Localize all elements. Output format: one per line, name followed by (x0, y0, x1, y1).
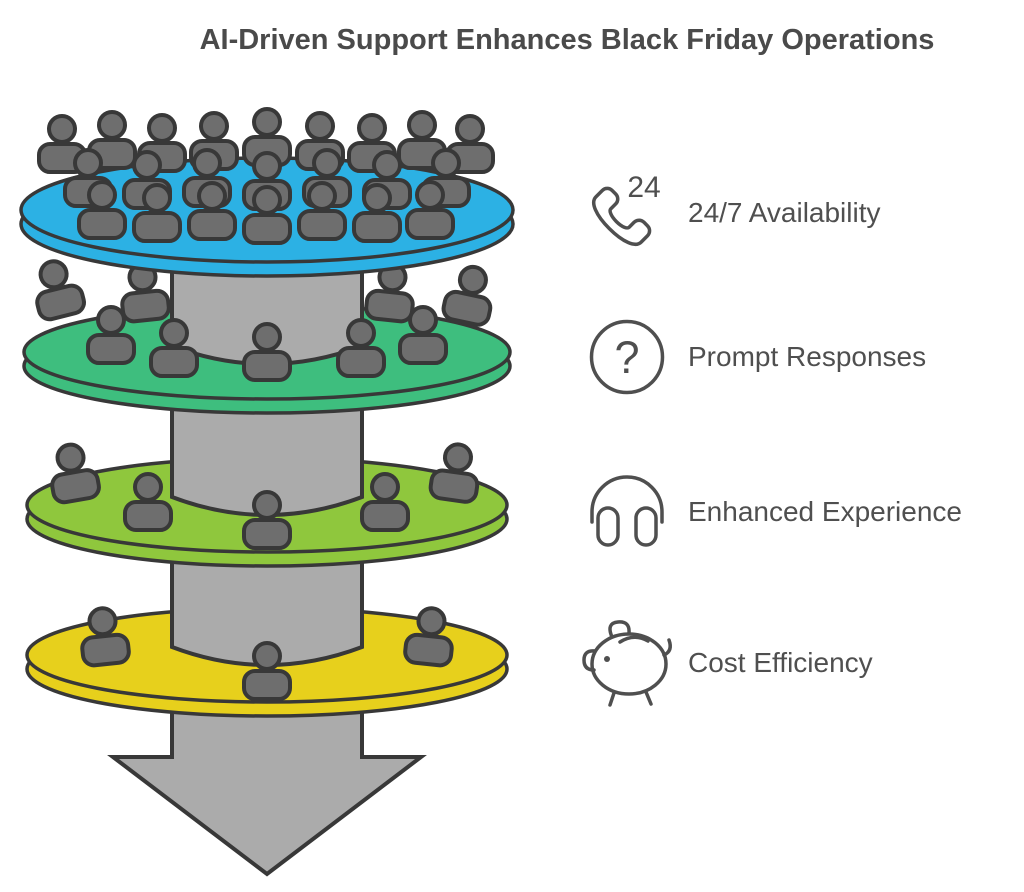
down-arrow (107, 693, 427, 877)
question-mark-icon: ? (589, 319, 665, 395)
feature-row-experience: Enhanced Experience (585, 470, 962, 554)
icon-24-text: 24 (627, 171, 660, 204)
headphones-icon (590, 475, 664, 547)
feature-label-cost: Cost Efficiency (688, 647, 873, 678)
diagram-title: AI-Driven Support Enhances Black Friday … (199, 24, 935, 56)
icon-question-text: ? (614, 332, 639, 383)
piggy-bank-icon (582, 620, 672, 707)
feature-label-responses: Prompt Responses (688, 341, 927, 372)
feature-row-availability: 24 24/7 Availability (585, 171, 881, 255)
feature-row-cost: Cost Efficiency (582, 620, 873, 707)
feature-label-availability: 24/7 Availability (688, 197, 881, 228)
phone-24-icon: 24 (591, 171, 661, 247)
funnel-graphic (19, 107, 515, 877)
feature-label-experience: Enhanced Experience (688, 496, 962, 527)
feature-row-responses: ? Prompt Responses (585, 315, 926, 399)
